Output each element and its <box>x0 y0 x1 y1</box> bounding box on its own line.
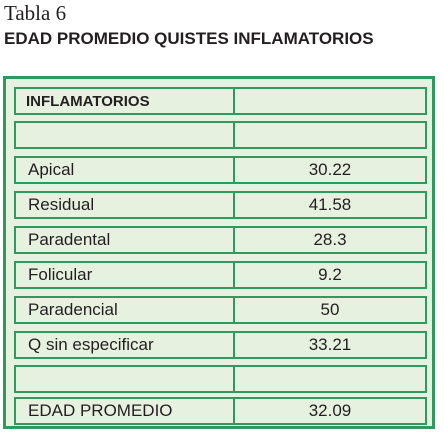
table-number: Tabla 6 <box>4 1 67 25</box>
table-row: Paradencial 50 <box>14 296 427 324</box>
row-label: Folicular <box>16 263 235 287</box>
total-value: 32.09 <box>308 401 352 420</box>
table-row <box>14 121 427 149</box>
row-value: 30.22 <box>308 160 352 179</box>
row-label: Apical <box>16 158 235 182</box>
total-label: EDAD PROMEDIO <box>16 399 235 423</box>
table-row <box>14 365 427 393</box>
row-value: 33.21 <box>308 335 352 354</box>
table-header-row: INFLAMATORIOS <box>14 87 427 115</box>
row-value <box>235 367 425 391</box>
table-row: Paradental 28.3 <box>14 226 427 254</box>
table-row: Apical 30.22 <box>14 156 427 184</box>
row-value: 50 <box>320 300 340 319</box>
data-table: INFLAMATORIOS Apical 30.22 Residual 41.5… <box>3 76 435 429</box>
row-label: Paradencial <box>16 298 235 322</box>
row-label: Paradental <box>16 228 235 252</box>
table-row: Residual 41.58 <box>14 191 427 219</box>
table-total-row: EDAD PROMEDIO 32.09 <box>14 397 427 425</box>
row-value: 9.2 <box>318 265 342 284</box>
row-value: 28.3 <box>313 230 347 249</box>
table-row: Q sin especificar 33.21 <box>14 331 427 359</box>
header-value <box>235 89 425 113</box>
row-label: Q sin especificar <box>16 333 235 357</box>
row-value: 41.58 <box>308 195 352 214</box>
row-label <box>16 123 235 147</box>
row-label <box>16 367 235 391</box>
row-label: Residual <box>16 193 235 217</box>
header-label: INFLAMATORIOS <box>16 89 235 113</box>
table-row: Folicular 9.2 <box>14 261 427 289</box>
table-title: EDAD PROMEDIO QUISTES INFLAMATORIOS <box>4 29 374 48</box>
row-value <box>235 123 425 147</box>
